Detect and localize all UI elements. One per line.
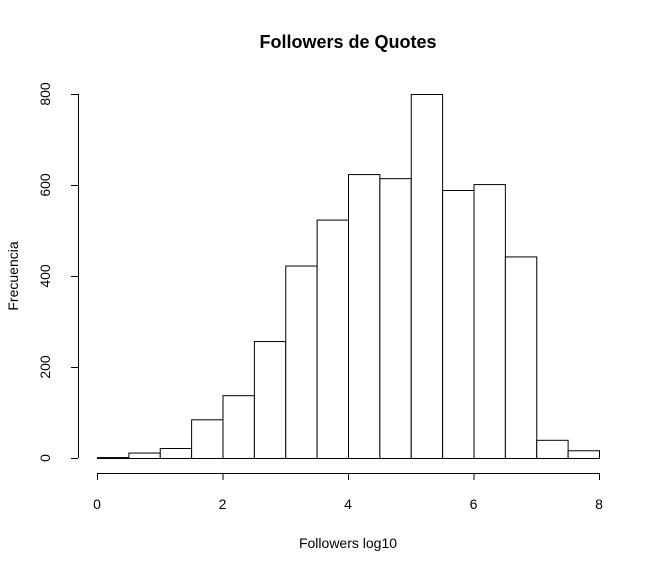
- histogram-bar: [97, 457, 130, 459]
- histogram-bar: [316, 219, 349, 459]
- x-axis: 0 2 4 6 8: [93, 473, 603, 512]
- histogram-bar: [442, 190, 475, 459]
- histogram-bar: [348, 174, 381, 460]
- histogram-bars: [97, 94, 600, 460]
- histogram-bar: [504, 256, 538, 459]
- histogram-bar: [410, 94, 444, 459]
- histogram-bar: [473, 184, 506, 459]
- x-tick-label: 8: [595, 496, 603, 512]
- histogram-bar: [285, 265, 318, 459]
- x-tick-label: 6: [470, 496, 478, 512]
- x-axis-label: Followers log10: [299, 535, 397, 551]
- x-tick-label: 0: [93, 496, 101, 512]
- chart-title: Followers de Quotes: [259, 32, 436, 52]
- x-tick-label: 2: [219, 496, 227, 512]
- histogram-bar: [222, 395, 255, 459]
- histogram-bar: [536, 439, 569, 459]
- y-tick-label: 800: [37, 82, 53, 106]
- y-axis: 0 200 400 600 800: [37, 82, 79, 462]
- y-tick-label: 400: [37, 264, 53, 288]
- histogram-bar: [128, 452, 161, 460]
- y-tick-label: 600: [37, 173, 53, 197]
- y-tick-label: 0: [37, 454, 53, 462]
- histogram-bar: [379, 178, 412, 460]
- y-axis-label: Frecuencia: [5, 241, 21, 310]
- histogram-bar: [253, 341, 287, 459]
- y-tick-label: 200: [37, 355, 53, 379]
- x-tick-label: 4: [344, 496, 352, 512]
- histogram-bar: [191, 419, 224, 460]
- histogram-bar: [567, 450, 600, 460]
- histogram-bar: [159, 447, 193, 459]
